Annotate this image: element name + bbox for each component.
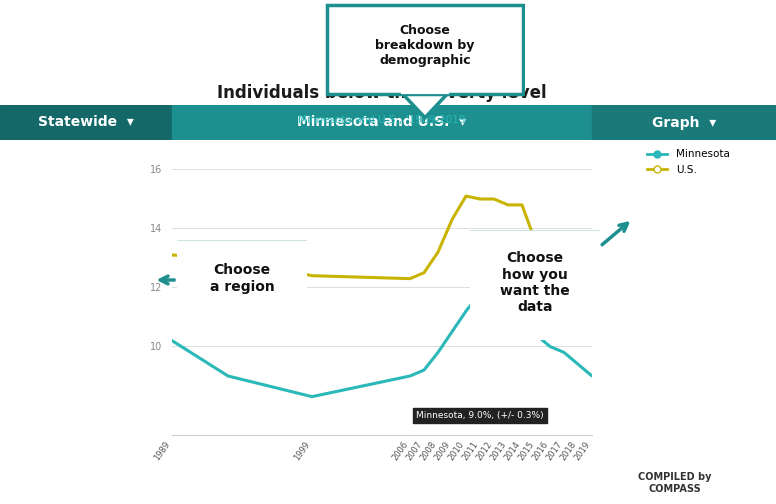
Text: Individuals below the poverty level: Individuals below the poverty level: [217, 84, 547, 102]
Text: Twin Cities: Twin Cities: [17, 373, 83, 387]
Text: West Central: West Central: [17, 408, 98, 421]
Text: Choose
how you
want the
data: Choose how you want the data: [500, 251, 570, 314]
Text: Southwest: Southwest: [17, 339, 83, 352]
Text: Minnesota and U.S., ‘1989-2019: Minnesota and U.S., ‘1989-2019: [298, 115, 466, 125]
Text: Choose
a region: Choose a region: [210, 263, 275, 293]
Text: Central: Central: [17, 200, 63, 213]
Text: CSV file: CSV file: [611, 281, 664, 295]
Text: Graph  ▾: Graph ▾: [652, 115, 716, 130]
Bar: [172, 105, 592, 140]
Text: Data & notes: Data & notes: [611, 225, 702, 239]
FancyBboxPatch shape: [175, 238, 310, 322]
Text: Graph: Graph: [611, 169, 653, 183]
Bar: [592, 105, 776, 140]
Text: Northland: Northland: [17, 235, 79, 248]
Polygon shape: [401, 92, 449, 117]
Text: Statewide  ▾: Statewide ▾: [38, 115, 134, 130]
FancyBboxPatch shape: [327, 5, 523, 94]
Text: Southern: Southern: [17, 304, 74, 317]
Text: Statewide: Statewide: [17, 166, 80, 178]
FancyBboxPatch shape: [467, 228, 603, 342]
Bar: [0, 105, 172, 140]
Text: COMPILED by
COMPASS: COMPILED by COMPASS: [639, 472, 712, 494]
Text: Minnesota, 9.0%, (+/- 0.3%): Minnesota, 9.0%, (+/- 0.3%): [416, 411, 544, 420]
Text: Minnesota and U.S.  ▾: Minnesota and U.S. ▾: [297, 115, 466, 130]
Legend: Minnesota, U.S.: Minnesota, U.S.: [643, 145, 734, 179]
Text: Northwest: Northwest: [17, 270, 81, 283]
Text: Choose
breakdown by
demographic: Choose breakdown by demographic: [376, 24, 475, 67]
